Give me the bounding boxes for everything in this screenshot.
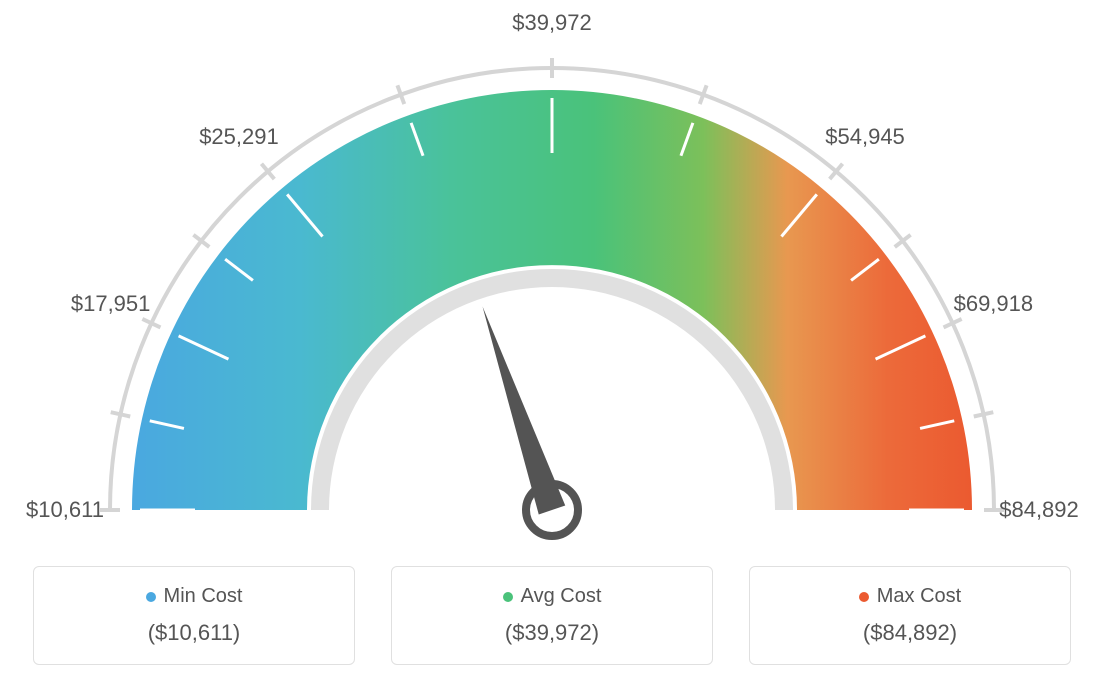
legend-label-min: Min Cost [164,585,243,608]
gauge-tick-label: $54,945 [825,124,905,150]
legend-dot-max [859,592,869,602]
legend-card-min: Min Cost ($10,611) [33,566,355,665]
legend-dot-min [146,592,156,602]
tick [111,412,131,416]
legend-title-max: Max Cost [859,585,961,608]
gauge-tick-label: $10,611 [26,497,104,523]
gauge-tick-label: $69,918 [954,291,1034,317]
gauge-tick-label: $25,291 [199,124,279,150]
legend-value-avg: ($39,972) [402,620,702,646]
legend-value-max: ($84,892) [760,620,1060,646]
gauge-svg [0,10,1104,550]
legend-label-max: Max Cost [877,585,961,608]
legend-value-min: ($10,611) [44,620,344,646]
legend-row: Min Cost ($10,611) Avg Cost ($39,972) Ma… [0,566,1104,665]
legend-title-avg: Avg Cost [503,585,602,608]
legend-card-max: Max Cost ($84,892) [749,566,1071,665]
legend-card-avg: Avg Cost ($39,972) [391,566,713,665]
legend-dot-avg [503,592,513,602]
legend-title-min: Min Cost [146,585,243,608]
gauge-tick-label: $17,951 [71,291,151,317]
gauge: $10,611 $17,951 $25,291 $39,972 $54,945 $69,9… [0,10,1104,550]
tick [974,412,994,416]
gauge-tick-label: $84,892 [999,497,1079,523]
chart-container: $10,611 $17,951 $25,291 $39,972 $54,945 $69,9… [0,0,1104,690]
gauge-tick-label: $39,972 [512,10,592,36]
legend-label-avg: Avg Cost [521,585,602,608]
